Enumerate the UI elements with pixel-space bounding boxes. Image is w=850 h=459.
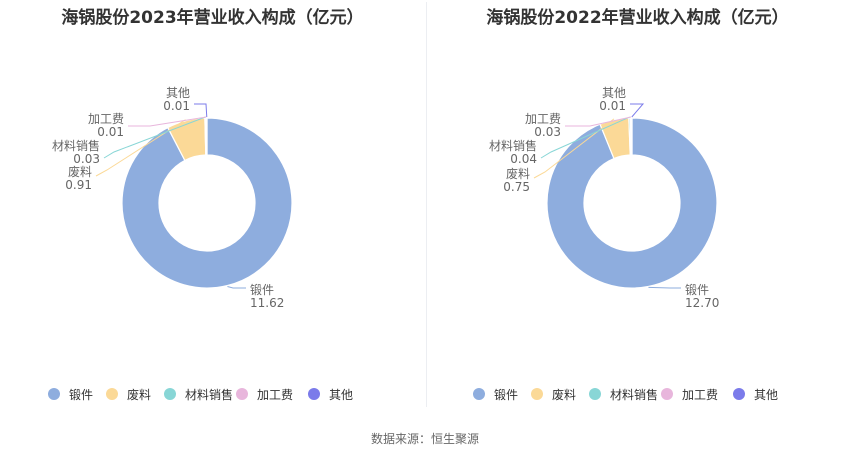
legend-label: 其他 <box>754 387 779 402</box>
legend-item-其他[interactable]: 其他 <box>733 384 778 404</box>
legend-item-加工费[interactable]: 加工费 <box>661 384 718 404</box>
leader-line-其他 <box>194 103 208 118</box>
legend-item-废料[interactable]: 废料 <box>531 384 576 404</box>
legend-item-锻件[interactable]: 锻件 <box>48 384 93 404</box>
legend-marker-icon <box>236 388 248 400</box>
slice-label-锻件: 锻件 <box>685 283 709 297</box>
leader-line-锻件 <box>227 286 246 289</box>
slice-label-材料销售: 材料销售 <box>489 138 537 153</box>
chart-title-2022: 海锅股份2022年营业收入构成（亿元） <box>486 8 789 28</box>
leader-line-材料销售 <box>540 116 630 159</box>
legend-marker-icon <box>164 388 176 400</box>
legend-2022: 锻件 废料 材料销售 加工费 其他 <box>425 384 850 404</box>
legend-label: 锻件 <box>69 387 94 402</box>
legend-label: 废料 <box>127 387 152 402</box>
slice-value-加工费: 0.03 <box>534 125 561 139</box>
data-source-note: 数据来源：恒生聚源 <box>370 432 479 446</box>
slice-value-废料: 0.75 <box>503 180 530 194</box>
slice-label-其他: 其他 <box>602 86 626 100</box>
leader-line-废料 <box>95 119 186 177</box>
legend-item-材料销售[interactable]: 材料销售 <box>589 384 658 404</box>
legend-item-其他[interactable]: 其他 <box>308 384 353 404</box>
legend-marker-icon <box>308 388 320 400</box>
legend-2023: 锻件 废料 材料销售 加工费 其他 <box>0 384 425 404</box>
legend-label: 废料 <box>552 387 577 402</box>
leader-line-材料销售 <box>103 116 206 159</box>
leader-line-加工费 <box>565 116 632 127</box>
slice-value-加工费: 0.01 <box>97 125 124 139</box>
legend-label: 材料销售 <box>610 387 659 402</box>
slice-label-材料销售: 材料销售 <box>52 138 100 153</box>
leader-line-锻件 <box>648 286 681 289</box>
slice-value-锻件: 12.70 <box>685 296 719 310</box>
legend-item-锻件[interactable]: 锻件 <box>473 384 518 404</box>
slice-锻件[interactable] <box>121 117 293 289</box>
leader-line-其他 <box>630 103 645 118</box>
chart-panel-2022: 海锅股份2022年营业收入构成（亿元） 锻件 12.70 废料 0.75 材料销售 0.0… <box>425 0 850 420</box>
chart-panel-2023: 海锅股份2023年营业收入构成（亿元） 锻件 11.62 废料 0.91 材料销售 0.0… <box>0 0 425 420</box>
legend-item-废料[interactable]: 废料 <box>106 384 151 404</box>
legend-label: 锻件 <box>494 387 519 402</box>
slice-value-其他: 0.01 <box>599 99 626 113</box>
legend-item-材料销售[interactable]: 材料销售 <box>164 384 233 404</box>
slice-label-废料: 废料 <box>68 164 92 179</box>
leader-line-废料 <box>533 118 615 179</box>
slice-label-废料: 废料 <box>506 166 530 181</box>
legend-marker-icon <box>48 388 60 400</box>
slice-label-加工费: 加工费 <box>525 112 561 126</box>
legend-marker-icon <box>589 388 601 400</box>
legend-marker-icon <box>531 388 543 400</box>
legend-marker-icon <box>733 388 745 400</box>
legend-item-加工费[interactable]: 加工费 <box>236 384 293 404</box>
panel-divider <box>426 2 427 407</box>
legend-label: 加工费 <box>257 387 294 402</box>
legend-label: 材料销售 <box>185 387 234 402</box>
slice-label-锻件: 锻件 <box>250 283 274 297</box>
slice-label-加工费: 加工费 <box>88 112 124 126</box>
legend-marker-icon <box>106 388 118 400</box>
slice-value-废料: 0.91 <box>65 178 92 192</box>
slice-value-材料销售: 0.03 <box>73 152 100 166</box>
leader-line-加工费 <box>128 116 207 127</box>
legend-marker-icon <box>473 388 485 400</box>
slice-value-材料销售: 0.04 <box>510 152 537 166</box>
slice-label-其他: 其他 <box>166 86 190 100</box>
slice-value-其他: 0.01 <box>163 99 190 113</box>
legend-marker-icon <box>661 388 673 400</box>
legend-label: 加工费 <box>682 387 719 402</box>
slice-锻件[interactable] <box>546 117 718 289</box>
chart-title-2023: 海锅股份2023年营业收入构成（亿元） <box>61 8 364 28</box>
slice-value-锻件: 11.62 <box>250 296 284 310</box>
legend-label: 其他 <box>329 387 354 402</box>
